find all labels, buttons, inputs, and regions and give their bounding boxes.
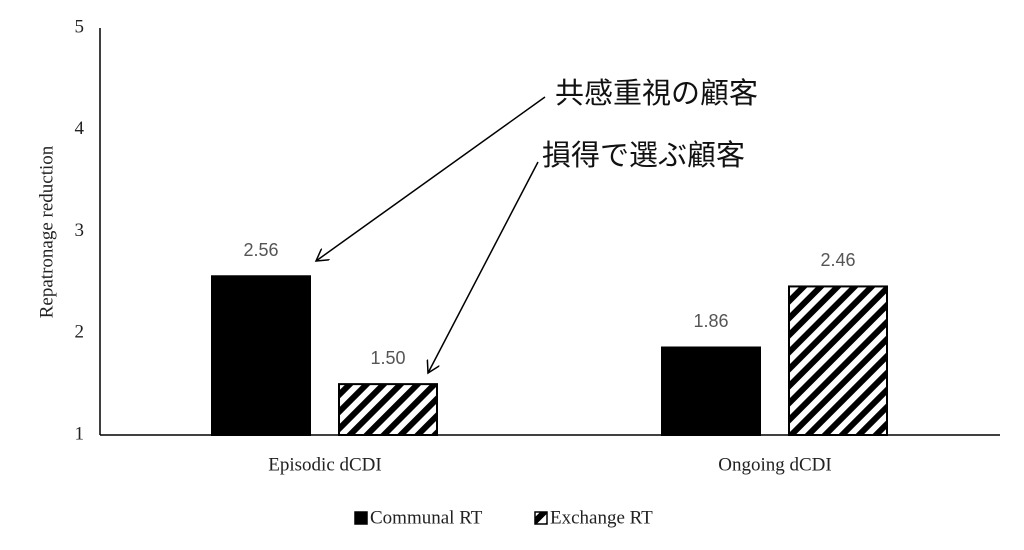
legend-swatch <box>534 511 548 525</box>
annotation-arrow <box>316 96 546 261</box>
bar <box>338 383 438 436</box>
y-tick-label: 1 <box>75 423 85 444</box>
value-label: 2.46 <box>820 250 855 270</box>
y-tick-label: 2 <box>75 322 85 343</box>
value-label: 1.50 <box>370 348 405 368</box>
y-tick-label: 5 <box>75 16 85 37</box>
value-label: 2.56 <box>243 240 278 260</box>
annotation: 共感重視の顧客 <box>555 76 758 110</box>
y-axis-label: Repatronage reduction <box>36 145 57 318</box>
y-tick-label: 3 <box>75 220 85 241</box>
legend-label: Exchange RT <box>550 507 653 528</box>
bar <box>211 275 311 436</box>
annotation: 損得で選ぶ顧客 <box>542 138 745 172</box>
bar <box>788 285 888 436</box>
legend-swatch <box>354 511 368 525</box>
y-tick-label: 4 <box>75 118 85 139</box>
x-tick-label: Episodic dCDI <box>268 454 381 475</box>
annotation-arrow <box>428 161 539 373</box>
x-tick-label: Ongoing dCDI <box>718 454 831 475</box>
legend-label: Communal RT <box>370 507 483 528</box>
bar <box>661 346 761 436</box>
value-label: 1.86 <box>693 311 728 331</box>
